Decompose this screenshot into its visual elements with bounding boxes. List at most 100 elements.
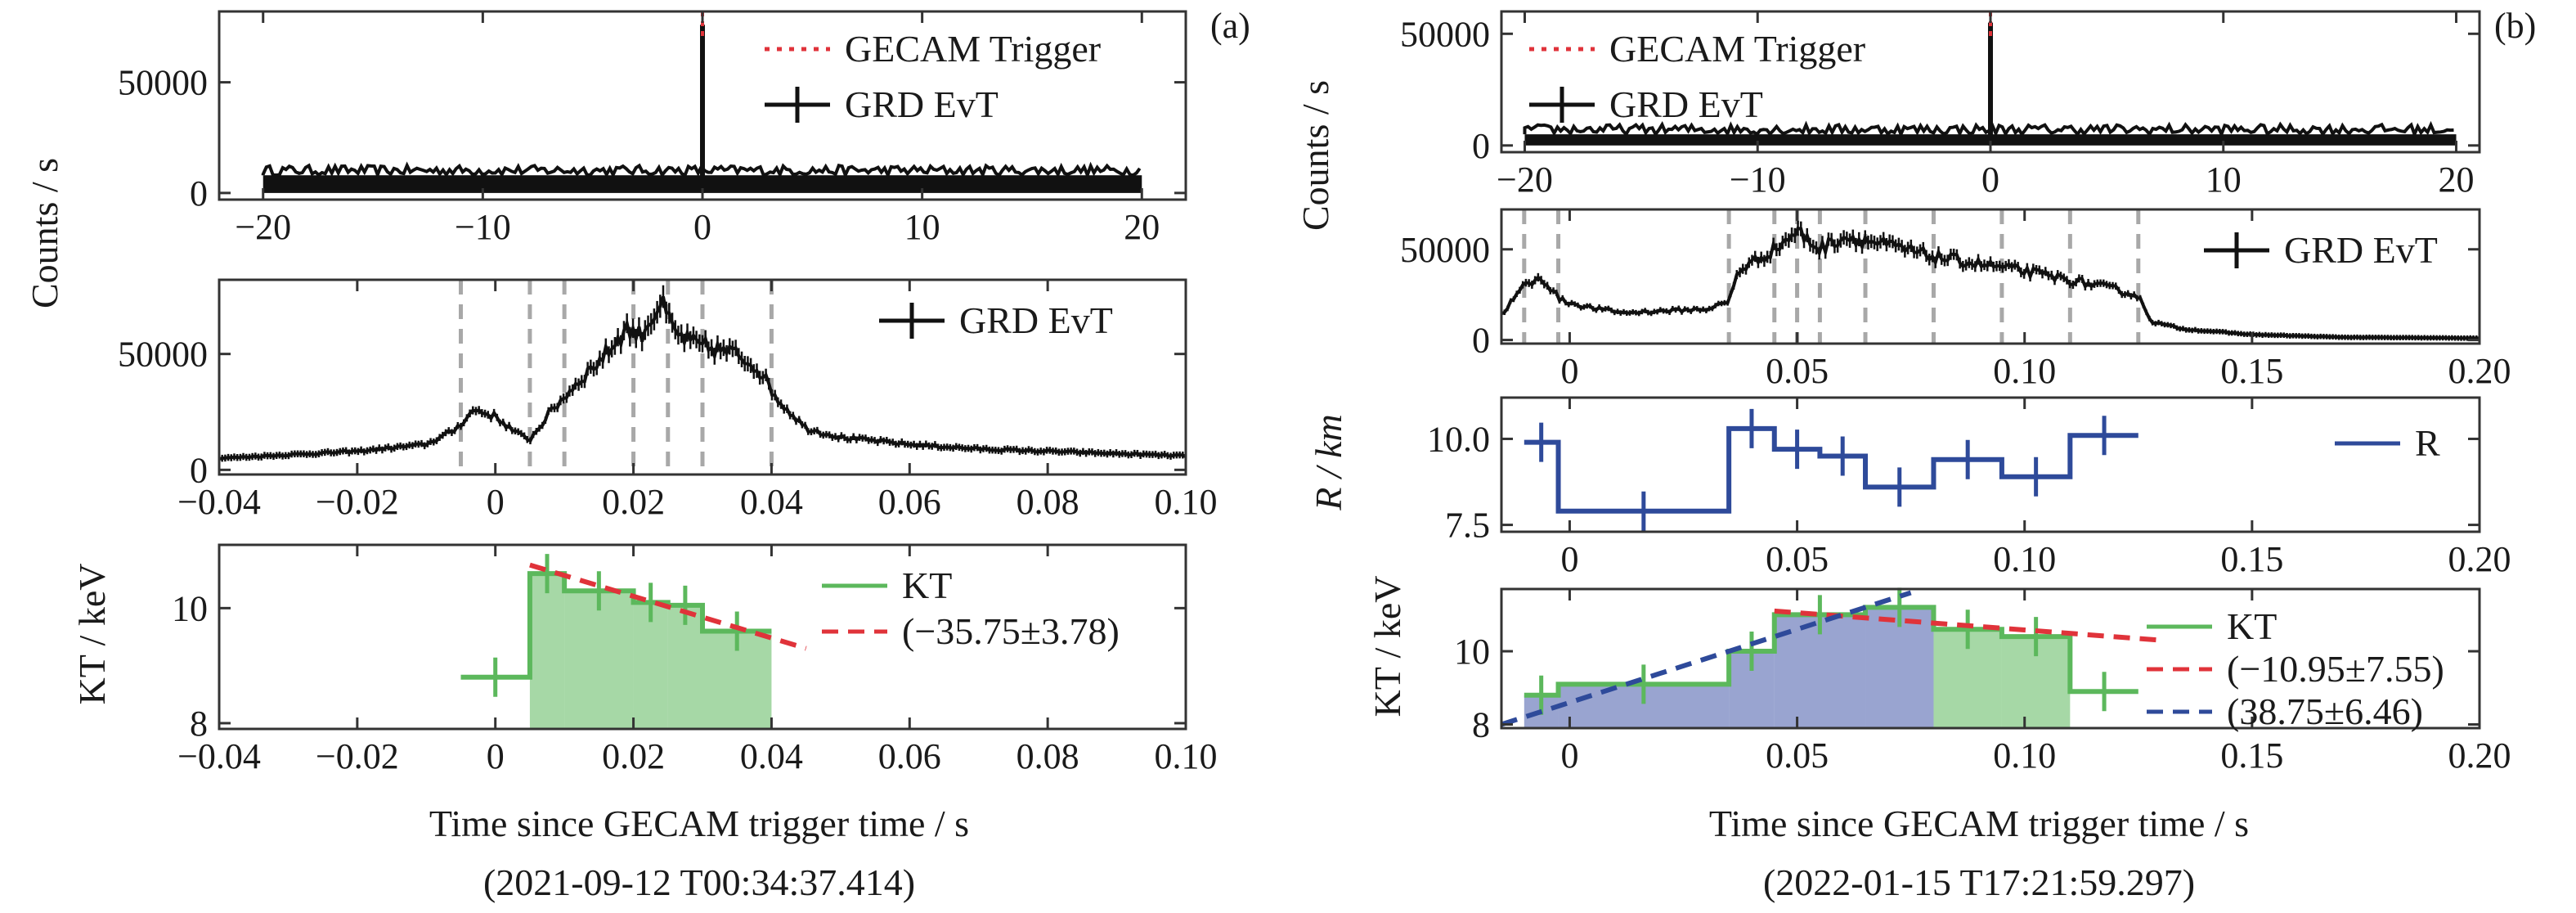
x-tick-label: 0.02 (602, 482, 665, 522)
y-tick-label: 8 (190, 704, 208, 744)
legend-entry: GRD EvT (2284, 229, 2438, 271)
x-tick-label: 20 (2439, 160, 2475, 200)
x-tick-label: 0 (1560, 351, 1578, 391)
x-tick-label: −20 (235, 207, 291, 247)
x-tick-label: −10 (455, 207, 511, 247)
right-date: (2022-01-15 T17:21:59.297) (1763, 861, 2195, 903)
left-counts-ylabel: Counts / s (24, 158, 65, 308)
left-zoom-panel: −0.04 −0.02 0 0.02 0.04 0.06 0.08 0.10 0 50000 GRD… (118, 278, 1218, 522)
x-tick-label: 0.02 (602, 736, 665, 776)
fit-line (1501, 590, 1912, 727)
x-tick-label: 0 (1560, 539, 1578, 579)
x-tick-label: 0 (487, 736, 505, 776)
x-tick-label: 0 (1981, 160, 1999, 200)
right-panel-label: (b) (2494, 6, 2536, 46)
x-tick-label: 0.05 (1766, 351, 1829, 391)
light-curve (218, 295, 1187, 461)
axes-frame (1500, 396, 2481, 533)
x-tick-label: 0.10 (1993, 735, 2056, 776)
legend-entry: GRD EvT (1609, 83, 1763, 125)
step-fill (633, 602, 668, 729)
left-panel-label: (a) (1210, 6, 1250, 46)
right-radius-ylabel: R / km (1308, 414, 1349, 511)
light-curve (1501, 226, 2480, 340)
x-tick-label: 0.10 (1993, 351, 2056, 391)
y-tick-label: 0 (1472, 321, 1490, 361)
x-tick-label: 0.06 (878, 736, 941, 776)
x-tick-label: 0 (487, 482, 505, 522)
x-tick-label: −0.04 (177, 736, 261, 776)
x-tick-label: 10 (2206, 160, 2242, 200)
x-tick-label: 0 (693, 207, 711, 247)
x-tick-label: 0.06 (878, 482, 941, 522)
x-tick-label: 0.15 (2220, 735, 2283, 776)
legend-entry: GECAM Trigger (845, 28, 1101, 70)
y-tick-label: 50000 (118, 63, 208, 103)
background-noise (261, 161, 1142, 180)
fit-line (529, 562, 807, 651)
x-tick-label: 0.08 (1016, 736, 1079, 776)
legend-entry: GRD EvT (959, 299, 1113, 341)
legend-entry: KT (902, 564, 952, 606)
y-tick-label: 50000 (1400, 14, 1490, 54)
y-tick-label: 0 (1472, 126, 1490, 166)
x-tick-label: 0.10 (1155, 736, 1218, 776)
right-overview-panel: −20 −10 0 10 20 0 50000 GECAM Trigger GRD EvT (1400, 10, 2481, 200)
x-tick-label: 0.08 (1016, 482, 1079, 522)
x-tick-label: −0.04 (177, 482, 261, 522)
y-tick-label: 0 (190, 450, 208, 490)
legend-entry: GECAM Trigger (1609, 28, 1865, 70)
x-tick-label: 0.04 (740, 482, 803, 522)
x-tick-label: 0.04 (740, 736, 803, 776)
right-zoom-panel: 0 0.05 0.10 0.15 0.20 0 50000 GRD EvT (1400, 208, 2511, 391)
y-tick-label: 50000 (1400, 230, 1490, 270)
x-tick-label: 0.15 (2220, 539, 2283, 579)
x-tick-label: 0.10 (1155, 482, 1218, 522)
x-tick-label: 0.20 (2448, 351, 2511, 391)
right-radius-panel: 0 0.05 0.10 0.15 0.20 7.5 10.0 R (1427, 396, 2511, 579)
x-tick-label: −0.02 (316, 736, 399, 776)
x-tick-label: 0.05 (1766, 735, 1829, 776)
left-kt-panel: −0.04 −0.02 0 0.02 0.04 0.06 0.08 0.10 8 10 KT(−35… (172, 543, 1218, 776)
right-kt-ylabel: KT / keV (1367, 576, 1408, 717)
axes-frame (218, 278, 1187, 476)
legend-entry: (38.75±6.46) (2227, 690, 2423, 732)
y-tick-label: 0 (190, 173, 208, 214)
x-tick-label: 0.20 (2448, 539, 2511, 579)
y-tick-label: 50000 (118, 335, 208, 375)
legend-entry: KT (2227, 605, 2277, 647)
x-tick-label: 0.20 (2448, 735, 2511, 776)
background-noise (1523, 120, 2454, 139)
legend-entry: (−35.75±3.78) (902, 610, 1120, 652)
left-xlabel: Time since GECAM trigger time / s (429, 803, 969, 844)
axes-frame (1500, 208, 2481, 345)
y-tick-label: 10 (1454, 632, 1490, 672)
legend-entry: GRD EvT (845, 83, 999, 125)
axes-frame (218, 543, 1187, 731)
left-kt-ylabel: KT / keV (71, 564, 113, 705)
left-date: (2021-09-12 T00:34:37.414) (483, 861, 915, 903)
legend-entry: R (2415, 422, 2440, 464)
x-tick-label: −20 (1497, 160, 1553, 200)
x-tick-label: −10 (1730, 160, 1786, 200)
y-tick-label: 10.0 (1427, 419, 1490, 459)
left-overview-panel: −20 −10 0 10 20 0 50000 GECAM Trigger GRD EvT (118, 10, 1187, 247)
x-tick-label: −0.02 (316, 482, 399, 522)
step-fill (564, 591, 634, 729)
x-tick-label: 20 (1124, 207, 1160, 247)
step-fill (1865, 607, 1934, 728)
step-fill (667, 605, 702, 729)
x-tick-label: 0.05 (1766, 539, 1829, 579)
x-tick-label: 0 (1560, 735, 1578, 776)
axes-frame (1500, 587, 2481, 730)
right-xlabel: Time since GECAM trigger time / s (1709, 803, 2249, 844)
y-tick-label: 10 (172, 588, 208, 628)
y-tick-label: 8 (1472, 705, 1490, 745)
y-tick-label: 7.5 (1445, 506, 1490, 546)
step-fill (529, 573, 565, 729)
x-tick-label: 10 (904, 207, 940, 247)
x-tick-label: 0.15 (2220, 351, 2283, 391)
x-tick-label: 0.10 (1993, 539, 2056, 579)
legend-entry: (−10.95±7.55) (2227, 648, 2444, 690)
